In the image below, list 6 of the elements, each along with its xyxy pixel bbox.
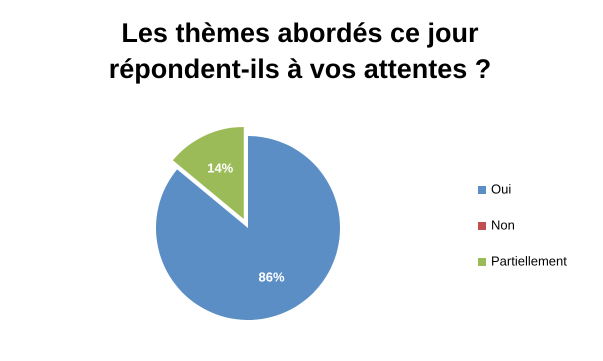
chart-title: Les thèmes abordés ce jour répondent-ils à vos attentes ? [108, 18, 492, 84]
legend-label: Non [491, 217, 515, 232]
legend-label: Partiellement [491, 253, 568, 268]
data-label: 86% [258, 269, 285, 284]
data-label: 14% [207, 160, 234, 176]
legend-label: Oui [491, 181, 512, 196]
